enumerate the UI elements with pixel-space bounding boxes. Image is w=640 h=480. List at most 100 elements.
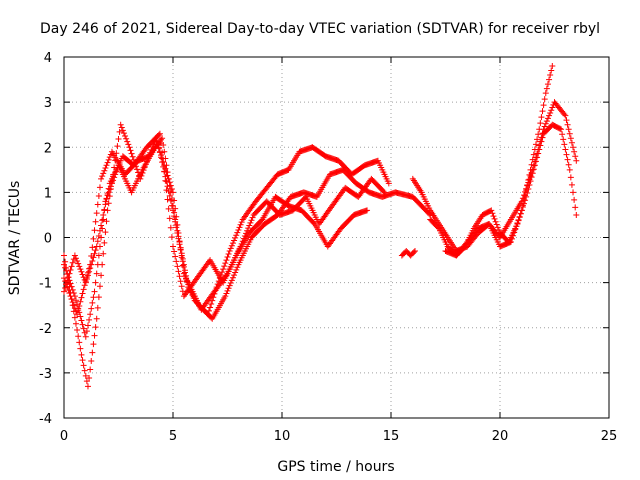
data-point — [225, 251, 232, 258]
data-point — [98, 175, 105, 182]
data-point — [164, 196, 171, 203]
data-point — [91, 288, 98, 295]
data-point — [171, 248, 178, 255]
data-point — [183, 272, 190, 279]
data-point — [159, 149, 166, 156]
data-point — [96, 184, 103, 191]
y-tick-label: 4 — [44, 51, 52, 66]
data-point — [161, 168, 168, 175]
data-point — [172, 253, 179, 260]
data-point — [106, 186, 113, 193]
data-point — [94, 238, 101, 245]
data-point — [174, 227, 181, 234]
data-point — [532, 141, 539, 148]
data-point — [518, 207, 525, 214]
data-point — [234, 229, 241, 236]
series-satellite-h — [398, 248, 418, 259]
data-point — [563, 117, 570, 124]
data-point — [173, 258, 180, 265]
data-point — [171, 209, 178, 216]
data-point — [531, 158, 538, 165]
data-point — [81, 367, 88, 374]
data-point — [61, 261, 67, 268]
data-point — [86, 268, 93, 275]
data-point — [571, 148, 578, 155]
data-point — [174, 263, 181, 270]
data-point — [99, 173, 106, 180]
data-point — [77, 313, 84, 320]
data-point — [89, 299, 96, 306]
data-point — [83, 276, 90, 283]
data-point — [75, 260, 82, 267]
data-point — [78, 351, 85, 358]
data-point — [571, 196, 578, 203]
data-point — [88, 261, 95, 268]
data-point — [120, 130, 127, 137]
data-point — [88, 358, 95, 365]
data-point — [566, 130, 573, 137]
data-point — [74, 327, 81, 334]
data-point — [106, 154, 113, 161]
data-point — [79, 290, 86, 297]
data-point — [525, 179, 532, 186]
data-point — [118, 124, 125, 131]
data-point — [236, 224, 243, 231]
data-point — [81, 282, 88, 289]
data-point — [92, 247, 99, 254]
data-point — [520, 192, 527, 199]
data-point — [537, 138, 544, 145]
data-point — [77, 266, 84, 273]
data-point — [115, 135, 122, 142]
data-point — [488, 207, 495, 214]
data-point — [88, 305, 95, 312]
data-point — [95, 252, 102, 259]
data-point — [530, 162, 537, 169]
data-point — [541, 96, 548, 103]
data-point — [561, 141, 568, 148]
data-point — [105, 156, 112, 163]
data-point — [541, 123, 548, 130]
data-point — [71, 305, 78, 312]
y-tick-label: 2 — [44, 141, 52, 156]
data-point — [92, 279, 99, 286]
data-point — [224, 254, 231, 261]
data-point — [546, 76, 553, 83]
data-point — [173, 222, 180, 229]
data-point — [95, 232, 102, 239]
data-point — [543, 85, 550, 92]
data-point — [89, 349, 96, 356]
data-point — [92, 324, 99, 331]
data-point — [100, 211, 107, 218]
data-point — [380, 188, 387, 195]
data-point — [493, 221, 500, 228]
data-point — [67, 266, 74, 273]
data-point — [178, 250, 185, 257]
data-point — [80, 325, 87, 332]
data-point — [79, 321, 86, 328]
data-point — [91, 250, 98, 257]
data-point — [226, 248, 233, 255]
data-point — [83, 328, 90, 335]
data-point — [65, 274, 72, 281]
data-point — [94, 261, 101, 268]
data-point — [89, 244, 96, 251]
data-point — [72, 297, 79, 304]
data-point — [79, 357, 86, 364]
data-point — [547, 72, 554, 79]
data-point — [166, 182, 173, 189]
data-point — [116, 128, 123, 135]
data-point — [80, 362, 87, 369]
data-point — [549, 104, 556, 111]
data-point — [126, 144, 133, 151]
data-point — [538, 134, 545, 141]
data-point — [162, 177, 169, 184]
data-point — [89, 257, 96, 264]
data-point — [223, 290, 230, 297]
data-point — [74, 257, 81, 264]
data-point — [95, 294, 102, 301]
data-point — [61, 252, 67, 259]
data-point — [434, 224, 441, 231]
data-point — [168, 185, 175, 192]
data-point — [61, 275, 67, 282]
